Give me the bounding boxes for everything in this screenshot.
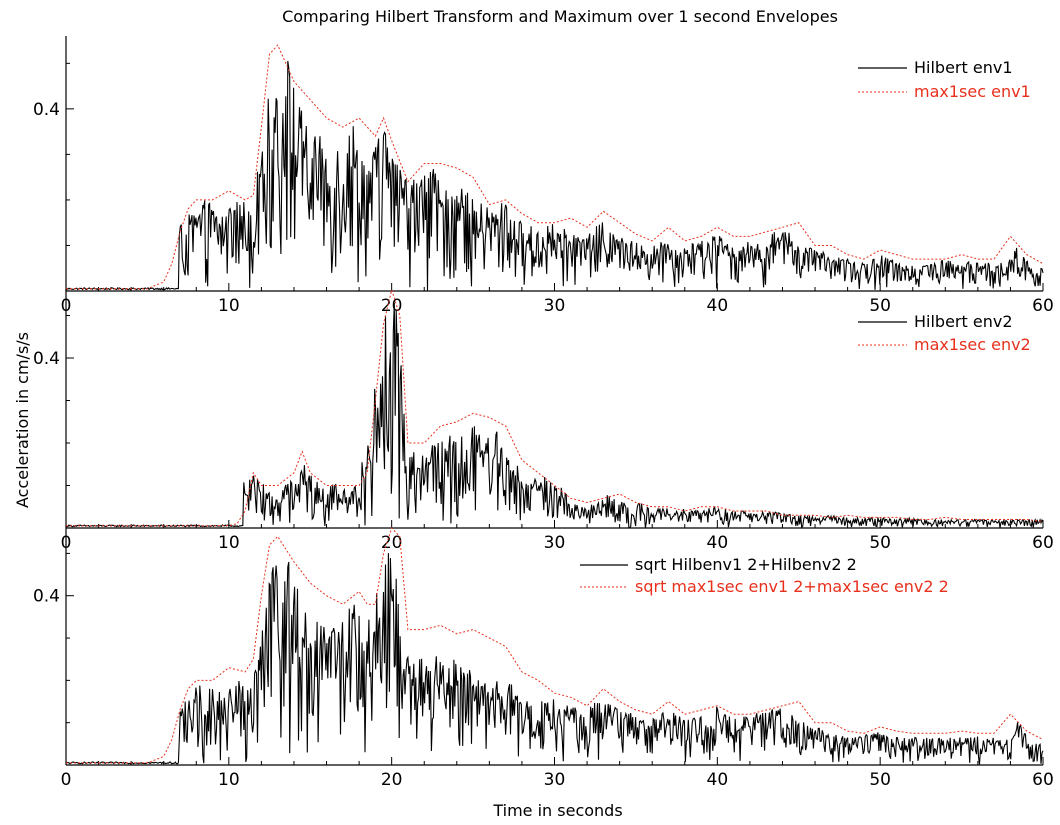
x-tick-label: 60 <box>1032 296 1054 316</box>
legend-label-max1sec: sqrt max1sec env1 2+max1sec env2 2 <box>635 577 949 596</box>
legend-label-hilbert: sqrt Hilbenv1 2+Hilbenv2 2 <box>635 555 857 574</box>
series-line-hilbert <box>65 302 1044 529</box>
x-tick-label: 20 <box>381 533 403 553</box>
legend-label-max1sec: max1sec env1 <box>914 82 1031 101</box>
x-tick-label: 30 <box>544 296 566 316</box>
x-tick-label: 30 <box>544 770 566 790</box>
x-tick-label: 10 <box>218 533 240 553</box>
x-tick-label: 60 <box>1032 533 1054 553</box>
x-tick-label: 50 <box>869 770 891 790</box>
legend-label-hilbert: Hilbert env1 <box>914 58 1013 77</box>
series-line-max1sec <box>66 288 1044 527</box>
legend-label-max1sec: max1sec env2 <box>914 335 1031 354</box>
x-tick-label: 40 <box>707 296 729 316</box>
y-tick-label: 0.4 <box>33 100 60 120</box>
x-tick-label: 20 <box>381 770 403 790</box>
x-tick-label: 0 <box>61 770 72 790</box>
series-line-hilbert <box>65 60 1044 291</box>
x-tick-label: 60 <box>1032 770 1054 790</box>
chart-title: Comparing Hilbert Transform and Maximum … <box>282 7 838 26</box>
chart-panels: 0 10 20 30 40 50 60 0.4 Hilbert env1 max1sec env1… <box>33 36 1054 790</box>
x-tick-label: 40 <box>707 533 729 553</box>
x-tick-label: 50 <box>869 296 891 316</box>
series-line-max1sec <box>66 527 1044 764</box>
x-tick-label: 30 <box>544 533 566 553</box>
x-axis-label: Time in seconds <box>492 801 622 820</box>
panel-3: 0 10 20 30 40 50 60 0.4 sqrt Hilbenv1 2+Hilbenv2… <box>33 527 1054 790</box>
x-tick-label: 10 <box>218 770 240 790</box>
y-axis-label: Acceleration in cm/s/s <box>13 332 32 508</box>
y-tick-label: 0.4 <box>33 349 60 369</box>
x-tick-label: 40 <box>707 770 729 790</box>
x-tick-label: 50 <box>869 533 891 553</box>
y-tick-label: 0.4 <box>33 587 60 607</box>
series-line-hilbert <box>66 553 1044 765</box>
x-tick-label: 20 <box>381 296 403 316</box>
x-tick-label: 10 <box>218 296 240 316</box>
legend-label-hilbert: Hilbert env2 <box>914 312 1013 331</box>
series-line-max1sec <box>66 44 1044 290</box>
